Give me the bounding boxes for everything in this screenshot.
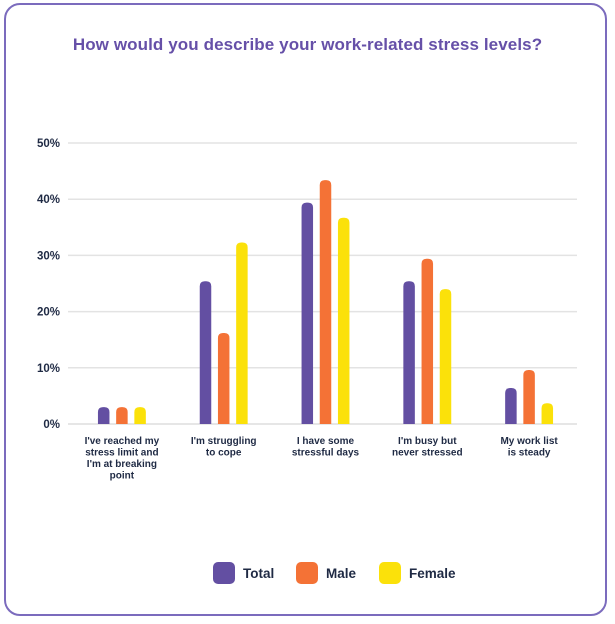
bar-female: [541, 403, 554, 424]
x-tick-label: stressful days: [292, 448, 360, 459]
y-tick-label: 20%: [37, 307, 60, 319]
y-tick-label: 10%: [37, 363, 60, 375]
legend-label: Female: [409, 565, 456, 581]
bar-female: [439, 289, 452, 424]
y-tick-label: 30%: [37, 250, 60, 262]
bar-total: [301, 202, 314, 424]
x-tick-label: I'm busy but: [398, 436, 457, 447]
x-tick-label: stress limit and: [85, 448, 158, 459]
legend-item-male: Male: [296, 561, 356, 585]
legend: Total Male Female: [0, 561, 615, 585]
bar-male: [523, 370, 535, 424]
legend-swatch: [379, 562, 401, 584]
y-axis-ticks: 0% 10% 20% 30% 40% 50%: [37, 138, 60, 431]
legend-item-total: Total: [213, 561, 274, 585]
x-tick-label: I've reached my: [85, 436, 160, 447]
legend-label: Total: [243, 565, 275, 581]
legend-item-female: Female: [379, 561, 456, 585]
legend-swatch: [213, 562, 235, 584]
bar-total: [199, 281, 212, 424]
x-tick-label: My work list: [500, 436, 558, 447]
x-tick-label: I have some: [297, 436, 355, 447]
x-tick-label: never stressed: [392, 448, 463, 459]
x-tick-label: I'm struggling: [191, 436, 257, 447]
x-tick-label: I'm at breaking: [87, 459, 157, 470]
legend-label: Male: [326, 565, 357, 581]
bar-total: [97, 407, 110, 424]
legend-swatch: [296, 562, 318, 584]
bar-male: [319, 180, 332, 424]
y-tick-label: 50%: [37, 138, 60, 150]
bar-male: [217, 332, 230, 424]
y-tick-label: 0%: [43, 419, 60, 431]
chart-title: How would you describe your work-related…: [72, 35, 543, 54]
bar-total: [403, 281, 415, 424]
bars: [97, 180, 554, 424]
bar-female: [134, 407, 146, 424]
bar-total: [505, 388, 517, 424]
bar-female: [236, 242, 248, 424]
x-tick-label: point: [110, 471, 135, 482]
bar-male: [116, 407, 128, 424]
x-tick-label: to cope: [206, 448, 242, 459]
bar-male: [421, 258, 434, 424]
y-tick-label: 40%: [37, 194, 60, 206]
bar-female: [337, 217, 350, 424]
x-tick-label: is steady: [508, 448, 551, 459]
